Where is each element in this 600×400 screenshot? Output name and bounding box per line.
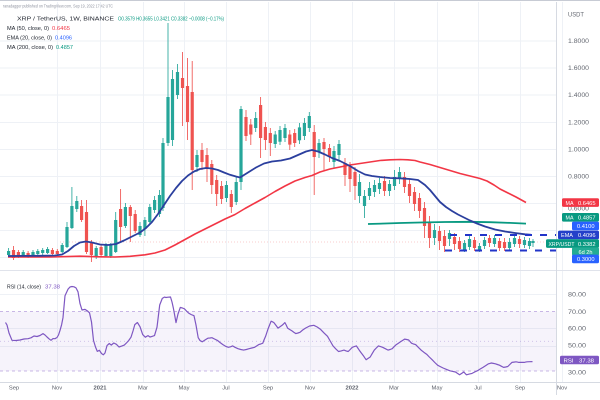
svg-text:6d 2h: 6d 2h — [579, 250, 593, 256]
svg-text:Mar: Mar — [138, 386, 148, 392]
svg-text:MA: MA — [566, 201, 574, 207]
svg-text:Mar: Mar — [389, 386, 399, 392]
svg-text:O0.3579 H0.3655 L0.3421 C0.338: O0.3579 H0.3655 L0.3421 C0.3382 −0.0008 … — [118, 17, 224, 23]
svg-text:MA (50, close, 0): MA (50, close, 0) — [7, 26, 49, 32]
svg-text:Jul: Jul — [222, 386, 229, 392]
svg-text:Jul: Jul — [474, 386, 481, 392]
svg-text:RSI (14, close): RSI (14, close) — [7, 285, 41, 291]
svg-text:1.8000: 1.8000 — [568, 39, 590, 45]
svg-text:1.6000: 1.6000 — [568, 66, 590, 72]
svg-text:0.6465: 0.6465 — [52, 26, 70, 32]
svg-text:MA (200, close, 0): MA (200, close, 0) — [7, 45, 53, 51]
svg-text:37.38: 37.38 — [579, 358, 594, 364]
svg-text:XRP/USDT: XRP/USDT — [549, 242, 576, 248]
svg-text:1.4000: 1.4000 — [568, 93, 590, 99]
svg-text:May: May — [179, 386, 190, 392]
svg-text:70.00: 70.00 — [568, 310, 587, 316]
svg-text:MA: MA — [566, 216, 574, 222]
svg-text:0.3000: 0.3000 — [577, 257, 595, 263]
svg-text:0.4857: 0.4857 — [578, 216, 596, 222]
svg-text:XRP / TetherUS, 1W, BINANCE: XRP / TetherUS, 1W, BINANCE — [17, 17, 114, 23]
svg-text:0.8000: 0.8000 — [568, 175, 590, 181]
svg-text:80.00: 80.00 — [568, 293, 587, 299]
svg-text:USDT: USDT — [568, 13, 584, 19]
svg-text:ranadagger published on Tradin: ranadagger published on TradingView.com,… — [3, 4, 114, 9]
svg-text:Sep: Sep — [515, 386, 525, 392]
svg-text:Nov: Nov — [557, 386, 567, 392]
svg-text:30.00: 30.00 — [568, 371, 587, 377]
svg-text:May: May — [432, 386, 443, 392]
svg-text:Nov: Nov — [305, 386, 315, 392]
svg-text:2021: 2021 — [94, 386, 108, 392]
svg-text:RSI: RSI — [564, 358, 574, 364]
svg-text:Sep: Sep — [9, 386, 19, 392]
svg-text:0.4100: 0.4100 — [577, 224, 595, 230]
svg-text:Nov: Nov — [52, 386, 62, 392]
svg-text:0.3382: 0.3382 — [578, 242, 596, 248]
svg-text:1.2000: 1.2000 — [568, 121, 590, 127]
svg-text:0.4096: 0.4096 — [578, 233, 596, 239]
svg-text:2022: 2022 — [346, 386, 359, 392]
svg-text:1.0000: 1.0000 — [568, 148, 590, 154]
svg-text:EMA (20, close, 0): EMA (20, close, 0) — [7, 36, 52, 42]
svg-text:50.00: 50.00 — [568, 344, 587, 350]
svg-text:EMA: EMA — [561, 233, 573, 239]
svg-text:37.38: 37.38 — [45, 285, 60, 291]
svg-text:Sep: Sep — [263, 386, 273, 392]
svg-text:60.00: 60.00 — [568, 327, 587, 333]
svg-text:0.4096: 0.4096 — [55, 36, 72, 42]
svg-text:0.6000: 0.6000 — [568, 207, 590, 213]
svg-text:0.6465: 0.6465 — [578, 201, 596, 207]
svg-text:0.4857: 0.4857 — [56, 45, 73, 51]
